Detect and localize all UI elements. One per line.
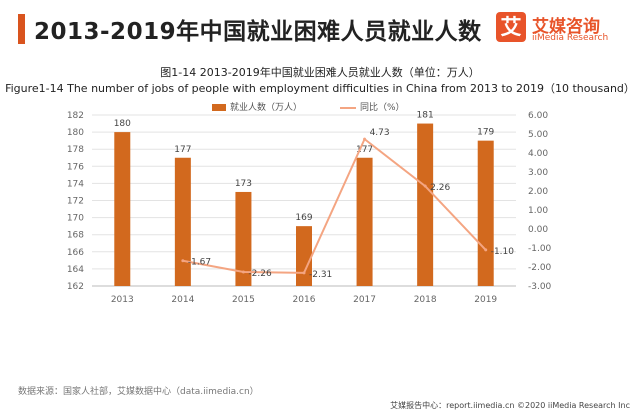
bar [174,157,191,286]
bar [356,157,373,286]
brand-logo: 艾 艾媒咨询 iiMedia Research [496,12,626,46]
y-right-tick-label: -3.00 [528,282,552,292]
legend-label-line: 同比（%） [360,103,405,113]
bar-data-label: 181 [417,111,434,121]
y-right-tick-label: 1.00 [528,206,548,216]
line-point [484,248,488,252]
y-left-tick-label: 182 [67,111,84,121]
legend-swatch-bar [212,104,226,111]
bar-data-label: 169 [295,213,312,223]
y-left-tick-label: 170 [67,214,84,224]
title-accent-bar [18,14,25,44]
bar [235,191,252,286]
bar [296,226,312,286]
line-data-label: -2.31 [309,270,332,280]
y-left-tick-label: 178 [67,145,84,155]
bar-data-label: 180 [114,119,131,129]
y-right-tick-label: 4.00 [528,149,548,159]
y-right-tick-label: 2.00 [528,187,548,197]
page-title: 2013-2019年中国就业困难人员就业人数 [34,19,482,45]
line-point [423,184,427,188]
y-left-tick-label: 180 [67,128,84,138]
y-right-tick-label: -2.00 [528,263,552,273]
line-point [241,270,245,274]
data-source: 数据来源：国家人社部，艾媒数据中心（data.iimedia.cn） [18,387,259,397]
legend-item-line: 同比（%） [340,100,405,113]
chart-title-en: Figure1-14 The number of jobs of people … [5,82,635,95]
y-left-tick-label: 168 [67,231,84,241]
y-right-tick-label: -1.00 [528,244,552,254]
line-data-label: -2.26 [248,269,272,279]
bar [477,140,494,286]
line-data-label: 2.26 [430,183,450,193]
x-tick-label: 2017 [353,295,376,305]
bar-data-label: 177 [174,145,191,155]
line-data-label: -1.10 [491,247,515,257]
legend-swatch-line [340,106,356,109]
y-left-tick-label: 176 [67,162,84,172]
bar-data-label: 173 [235,179,252,189]
x-tick-label: 2014 [171,295,194,305]
y-right-tick-label: 3.00 [528,168,548,178]
y-right-tick-label: 6.00 [528,111,548,121]
bar [417,123,434,286]
line-point [363,137,367,141]
y-right-tick-label: 0.00 [528,225,548,235]
logo-subtitle: iiMedia Research [532,33,609,43]
x-tick-label: 2013 [111,295,134,305]
bar-data-label: 177 [356,145,373,155]
y-right-tick-label: 5.00 [528,130,548,140]
chart-legend: 就业人数（万人） 同比（%） [0,100,640,114]
legend-item-bar: 就业人数（万人） [212,100,302,113]
footer-credit: 艾媒报告中心：report.iimedia.cn ©2020 iiMedia R… [390,401,630,410]
line-point [302,271,306,275]
line-data-label: -1.67 [188,258,211,268]
x-tick-label: 2015 [232,295,255,305]
logo-mark: 艾 [496,12,526,42]
y-left-tick-label: 166 [67,248,84,258]
x-tick-label: 2018 [414,295,437,305]
legend-label-bar: 就业人数（万人） [230,103,303,113]
growth-line [182,137,487,274]
y-left-tick-label: 174 [67,179,84,189]
y-left-tick-label: 172 [67,197,84,207]
logo-name: 艾媒咨询 [532,17,600,37]
x-tick-label: 2019 [474,295,497,305]
chart-title-cn: 图1-14 2013-2019年中国就业困难人员就业人数（单位：万人） [160,66,480,79]
line-data-label: 4.73 [370,128,390,138]
bar [114,132,131,286]
bar-data-label: 179 [477,128,494,138]
y-left-tick-label: 164 [67,265,84,275]
y-left-tick-label: 162 [67,282,84,292]
line-point [181,259,185,263]
x-tick-label: 2016 [293,295,316,305]
